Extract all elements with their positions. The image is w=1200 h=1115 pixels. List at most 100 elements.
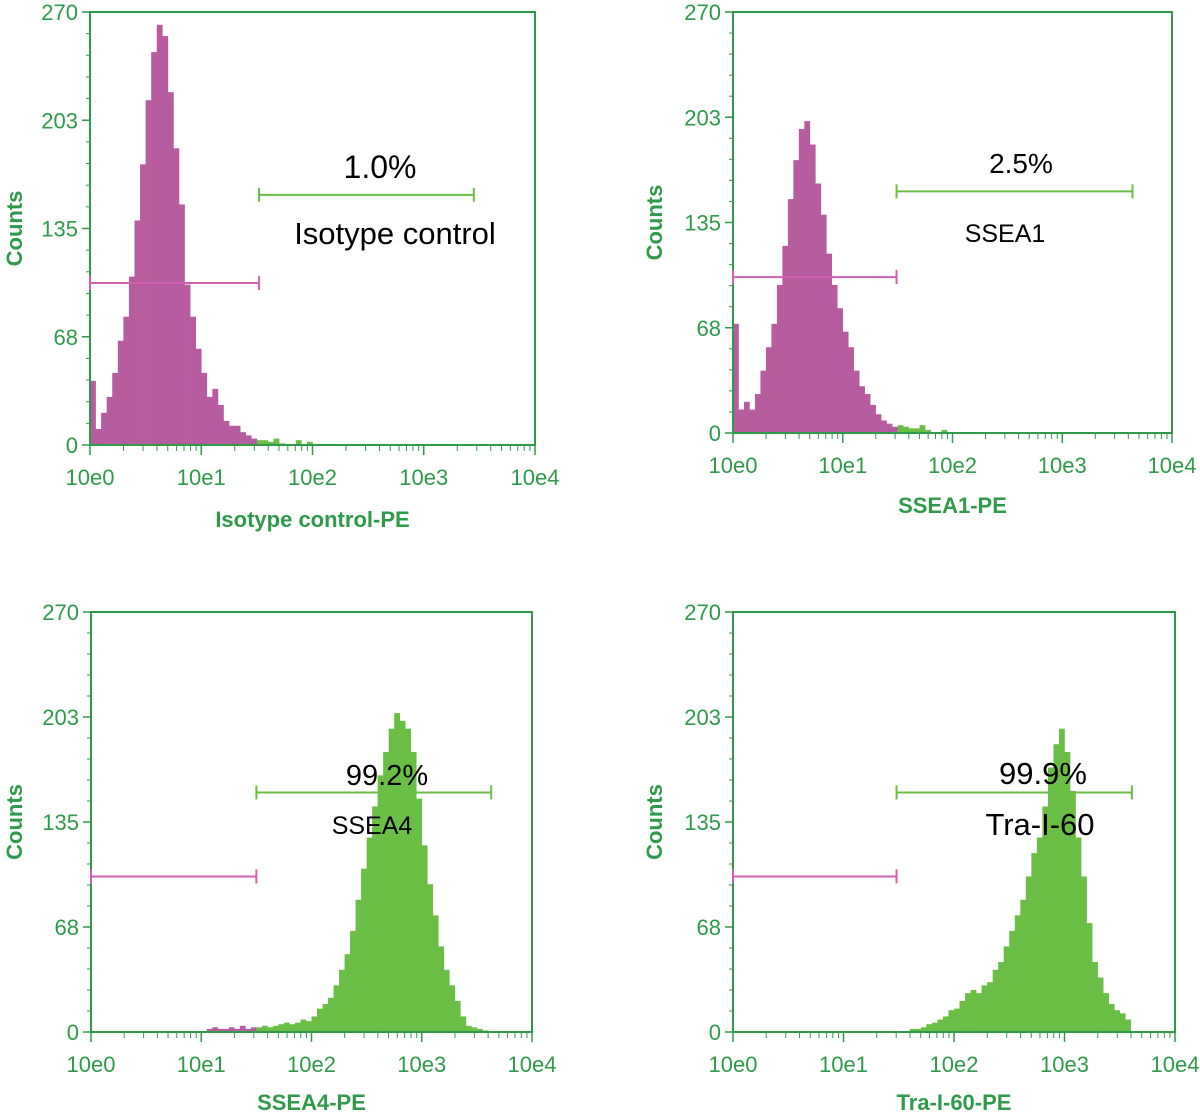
histogram-bar: [998, 962, 1005, 1032]
histogram-bar: [344, 954, 351, 1032]
histogram-bar: [920, 1027, 927, 1032]
positive-percent-label: 2.5%: [989, 148, 1053, 179]
histogram-bar: [256, 1027, 263, 1032]
histogram-bar: [1014, 915, 1021, 1032]
histogram-bar: [322, 1004, 329, 1032]
histogram-panel-1: 0 68 135 203 270 10e0 10e1 10e2 10e3 10e4 Counts Is…: [2, 0, 559, 532]
histogram-bar: [1108, 1004, 1115, 1032]
histogram-bar: [919, 425, 926, 433]
histogram-bar: [117, 340, 124, 445]
histogram-bar: [145, 100, 152, 445]
histogram-bar: [273, 438, 280, 445]
histogram-bar: [234, 425, 241, 445]
histogram-bar: [377, 775, 384, 1032]
y-tick-label: 203: [684, 705, 721, 730]
histogram-bar: [1042, 806, 1049, 1032]
y-tick-label: 0: [709, 421, 721, 446]
x-tick-label: 10e0: [66, 465, 115, 490]
x-tick-label: 10e4: [1151, 1052, 1200, 1077]
x-tick-label: 10e3: [1040, 1052, 1089, 1077]
histogram-bar: [101, 412, 107, 445]
x-tick-label: 10e1: [818, 453, 867, 478]
y-tick-label: 135: [42, 810, 79, 835]
histogram-bar: [1036, 837, 1043, 1032]
x-tick-label: 10e2: [288, 465, 337, 490]
histogram-bar: [1119, 1013, 1126, 1032]
x-tick-label: 10e0: [67, 1052, 116, 1077]
x-axis-title: Tra-I-60-PE: [897, 1090, 1012, 1115]
histogram-bar: [864, 394, 871, 433]
positive-gate-marker: [895, 785, 1133, 800]
histogram-bar: [1086, 923, 1093, 1032]
histogram-bar: [134, 220, 141, 445]
y-axis-title: Counts: [642, 185, 667, 261]
histogram-bar: [184, 284, 191, 445]
histogram-bar: [809, 144, 816, 433]
histogram-bar: [903, 426, 909, 433]
histogram-bar: [1070, 790, 1076, 1032]
positive-gate-marker: [895, 184, 1134, 199]
y-tick-label: 203: [42, 705, 79, 730]
histogram-bar: [262, 440, 269, 445]
histogram-bar: [438, 946, 445, 1032]
histogram-bar: [1009, 930, 1016, 1032]
histogram-bar: [1075, 837, 1082, 1032]
histogram-bar: [179, 204, 185, 445]
y-tick-label: 68: [54, 325, 78, 350]
histogram-bar: [471, 1027, 478, 1032]
histogram-bar: [1025, 876, 1032, 1032]
histogram-bar: [206, 396, 213, 445]
histogram-bar: [223, 1028, 230, 1032]
x-tick-label: 10e4: [508, 1052, 557, 1077]
histogram-bar: [300, 1019, 307, 1032]
histogram-bar: [240, 432, 247, 445]
histogram-bar: [399, 720, 406, 1032]
histogram-bar: [416, 798, 423, 1032]
histogram-bar: [328, 997, 334, 1032]
histogram-bar: [837, 308, 844, 433]
histogram-bar: [217, 1028, 224, 1032]
histogram-bar: [749, 409, 756, 433]
y-tick-label: 203: [684, 105, 721, 130]
histogram-bar: [909, 1028, 916, 1032]
positive-gate-marker: [258, 187, 475, 202]
y-tick-label: 68: [697, 915, 721, 940]
histogram-bar: [754, 394, 761, 433]
histogram-bar: [965, 993, 971, 1032]
y-tick-label: 270: [684, 0, 721, 25]
x-tick-label: 10e1: [177, 1052, 226, 1077]
histogram-bar: [1081, 876, 1087, 1032]
y-tick-label: 135: [684, 810, 721, 835]
histogram-bar: [733, 323, 739, 433]
histogram-bar: [267, 1027, 274, 1032]
histogram-bar: [234, 1028, 241, 1032]
histogram-bar: [106, 396, 113, 445]
histogram-bar: [948, 1010, 955, 1032]
histogram-bar: [760, 370, 767, 433]
x-axis-title: SSEA1-PE: [898, 493, 1007, 518]
histogram-bar: [798, 128, 805, 433]
histogram-bar: [228, 1027, 235, 1032]
histogram-panel-4: 0 68 135 203 270 10e0 10e1 10e2 10e3 10e4 Counts Tr…: [642, 600, 1199, 1115]
histogram-bar: [272, 1025, 279, 1032]
histogram-bar: [167, 92, 174, 446]
histogram-bar: [449, 985, 456, 1032]
positive-percent-label: 99.2%: [346, 760, 428, 792]
histogram-bar: [1058, 728, 1065, 1032]
histogram-bar: [1125, 1019, 1132, 1032]
histogram-bar: [820, 214, 827, 433]
histogram-bar: [738, 409, 745, 433]
histogram-panel-2: 0 68 135 203 270 10e0 10e1 10e2 10e3 10e4 Counts SS…: [642, 0, 1196, 518]
histogram-bar: [383, 752, 389, 1032]
positive-percent-label: 1.0%: [344, 149, 417, 185]
histogram-bar: [1114, 1010, 1121, 1032]
histogram-bar: [410, 752, 417, 1032]
x-axis-title: SSEA4-PE: [257, 1090, 366, 1115]
histogram-bar: [931, 1022, 938, 1032]
x-tick-label: 10e3: [399, 465, 448, 490]
histogram-bar: [212, 1027, 219, 1032]
histogram-bar: [941, 429, 948, 433]
histogram-bar: [881, 420, 887, 433]
histogram-bar: [217, 404, 224, 445]
